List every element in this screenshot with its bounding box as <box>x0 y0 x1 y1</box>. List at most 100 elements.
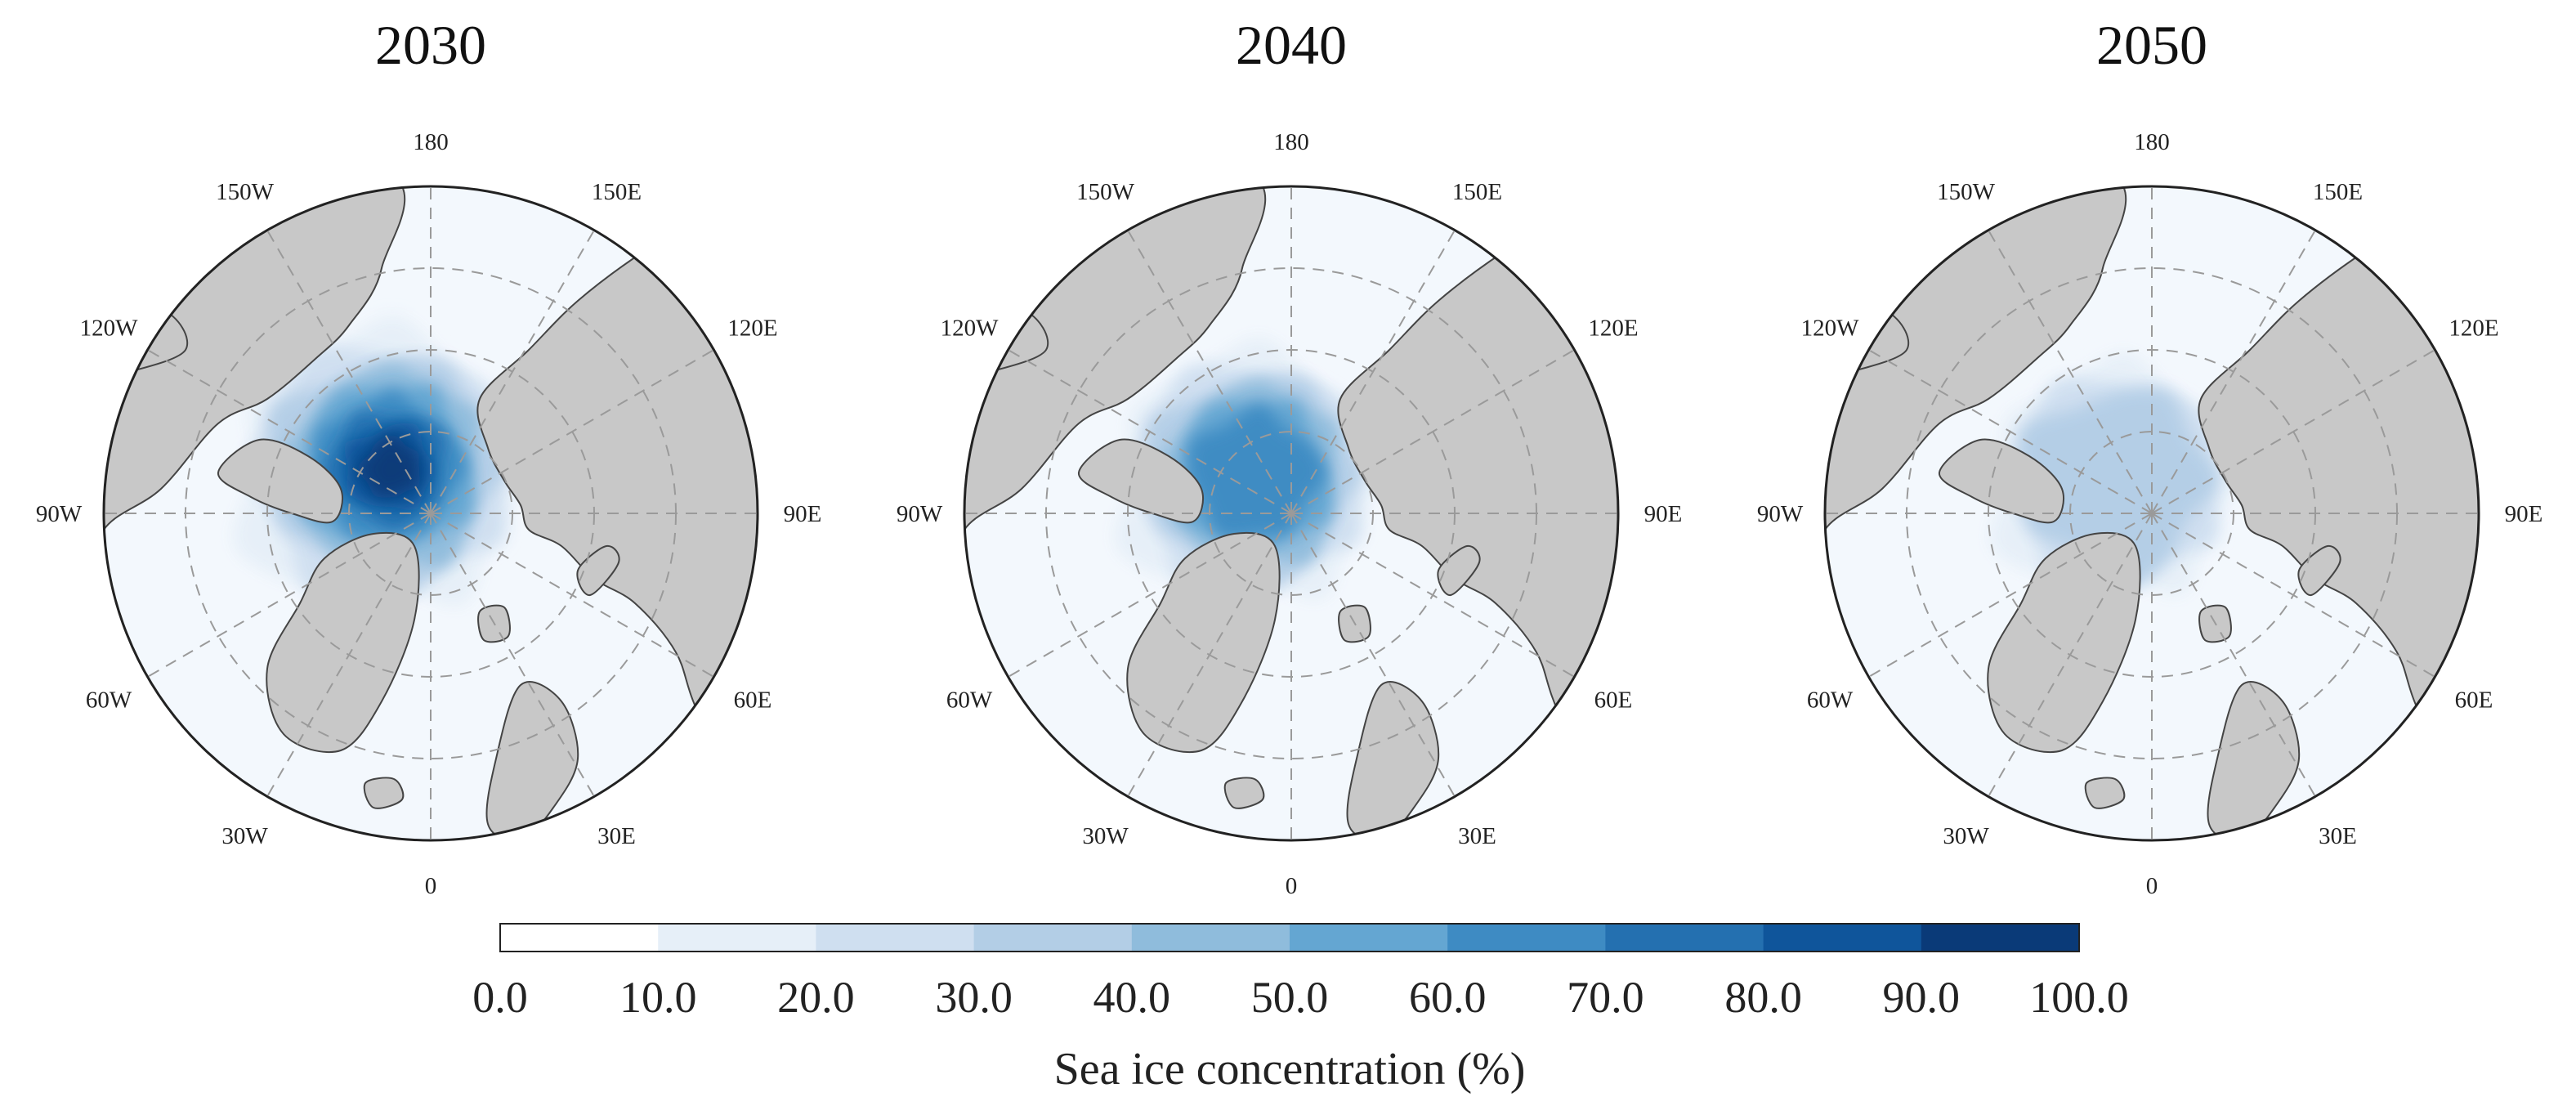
longitude-label: 0 <box>425 873 437 899</box>
longitude-label: 90W <box>1757 501 1804 527</box>
iceland-landmass <box>2084 777 2126 809</box>
canadian-archipelago-landmass <box>1939 438 2064 524</box>
colorbar-tick-label: 0.0 <box>472 973 528 1022</box>
colorbar-tick-label: 100.0 <box>2029 973 2129 1022</box>
longitude-label: 90E <box>2505 501 2543 527</box>
polar-map <box>1825 186 2479 840</box>
colorbar-bin <box>1447 924 1606 952</box>
iceland-landmass <box>363 777 405 809</box>
map-boundary <box>963 185 1620 842</box>
colorbar-bin <box>1763 924 1922 952</box>
meridian-line <box>1008 349 1292 514</box>
longitude-label: 60W <box>86 687 132 714</box>
longitude-label: 150W <box>216 179 275 205</box>
greenland-landmass <box>1987 531 2141 754</box>
longitude-label: 30W <box>1082 823 1129 849</box>
meridian-line <box>430 513 714 678</box>
longitude-label: 120W <box>1801 316 1860 342</box>
colorbar-bin <box>1921 924 2080 952</box>
graticule <box>964 186 1618 840</box>
colorbar-bin <box>1605 924 1764 952</box>
longitude-label: 150W <box>1076 179 1135 205</box>
longitude-label: 30E <box>1458 823 1496 849</box>
colorbar-bin <box>1131 924 1290 952</box>
colorbar-tick-label: 40.0 <box>1093 973 1171 1022</box>
colorbar-tick-label: 80.0 <box>1724 973 1802 1022</box>
longitude-label: 150E <box>1452 179 1502 205</box>
colorbar-tick-label: 70.0 <box>1567 973 1644 1022</box>
longitude-label: 120W <box>941 316 1000 342</box>
panel-title: 2030 <box>375 14 486 76</box>
meridian-line <box>430 513 595 797</box>
longitude-label: 150W <box>1937 179 1996 205</box>
colorbar-bin <box>973 924 1133 952</box>
longitude-label: 30W <box>221 823 268 849</box>
map-panel-2040: 2040 180150E120E90E60E30E030W60W90W120W1… <box>897 14 1683 899</box>
colorbar-bin <box>1290 924 1448 952</box>
greenland-landmass <box>266 531 420 754</box>
meridian-line <box>1127 230 1292 514</box>
greenland-landmass <box>1126 531 1281 754</box>
colorbar-tick-label: 20.0 <box>777 973 855 1022</box>
meridian-line <box>147 349 432 514</box>
meridian-line <box>1008 513 1292 678</box>
longitude-label: 60E <box>734 687 772 714</box>
meridian-line <box>1290 513 1575 678</box>
longitude-label: 180 <box>413 129 449 155</box>
canadian-archipelago-landmass <box>217 438 343 524</box>
sea-ice-layers <box>1989 352 2237 596</box>
colorbar-tick-label: 30.0 <box>935 973 1013 1022</box>
map-boundary <box>102 185 759 842</box>
sea-ice-layers <box>1114 337 1382 601</box>
sea-ice-layers <box>232 316 528 607</box>
meridian-line <box>430 230 595 514</box>
colorbar-label: Sea ice concentration (%) <box>1054 1044 1526 1095</box>
longitude-label: 120W <box>80 316 139 342</box>
map-boundary <box>1823 185 2480 842</box>
longitude-labels: 180 150E 120E 90E 60E 30E 0 30W 60W 90W 120W 150W <box>897 129 1683 899</box>
meridian-line <box>1290 349 1575 514</box>
longitude-label: 90W <box>36 501 83 527</box>
longitude-label: 60W <box>1807 687 1854 714</box>
longitude-label: 90E <box>1644 501 1683 527</box>
longitude-label: 60E <box>1594 687 1633 714</box>
meridian-line <box>147 513 432 678</box>
longitude-label: 30E <box>597 823 636 849</box>
longitude-label: 30W <box>1943 823 1989 849</box>
colorbar: 0.0 10.0 20.0 30.0 40.0 50.0 60.0 70.0 80.0 90.0 1… <box>472 923 2129 1095</box>
longitude-label: 120E <box>2449 316 2498 342</box>
longitude-label: 60E <box>2455 687 2493 714</box>
colorbar-bin <box>816 924 975 952</box>
map-panel-2030: 2030 180150E120E90E60E30E030W60W90W120W1… <box>36 14 822 899</box>
longitude-label: 150E <box>592 179 642 205</box>
graticule <box>1825 186 2479 840</box>
meridian-line <box>2151 349 2435 514</box>
ice-contour-level-9 <box>355 433 421 498</box>
longitude-label: 150E <box>2313 179 2363 205</box>
meridian-line <box>1868 349 2153 514</box>
meridian-line <box>430 349 714 514</box>
longitude-label: 60W <box>946 687 993 714</box>
longitude-label: 0 <box>2146 873 2158 899</box>
longitude-label: 0 <box>1286 873 1298 899</box>
colorbar-frame <box>499 923 2080 952</box>
meridian-line <box>2151 513 2316 797</box>
longitude-label: 30E <box>2319 823 2357 849</box>
longitude-labels: 180 150E 120E 90E 60E 30E 0 30W 60W 90W 120W 150W <box>1757 129 2543 899</box>
polar-map <box>964 186 1618 840</box>
colorbar-tick-label: 60.0 <box>1409 973 1487 1022</box>
meridian-line <box>266 230 432 514</box>
map-panel-2050: 2050 180150E120E90E60E30E030W60W90W120W1… <box>1757 14 2543 899</box>
panel-title: 2040 <box>1236 14 1347 76</box>
graticule <box>104 186 758 840</box>
longitude-label: 180 <box>2134 129 2170 155</box>
polar-map <box>104 186 758 840</box>
longitude-labels: 180 150E 120E 90E 60E 30E 0 30W 60W 90W 120W 150W <box>36 129 822 899</box>
longitude-label: 90W <box>897 501 943 527</box>
longitude-label: 180 <box>1273 129 1309 155</box>
longitude-label: 120E <box>1588 316 1638 342</box>
colorbar-tick-label: 50.0 <box>1251 973 1329 1022</box>
meridian-line <box>2151 513 2435 678</box>
ice-contour-level-3 <box>2019 387 2220 588</box>
